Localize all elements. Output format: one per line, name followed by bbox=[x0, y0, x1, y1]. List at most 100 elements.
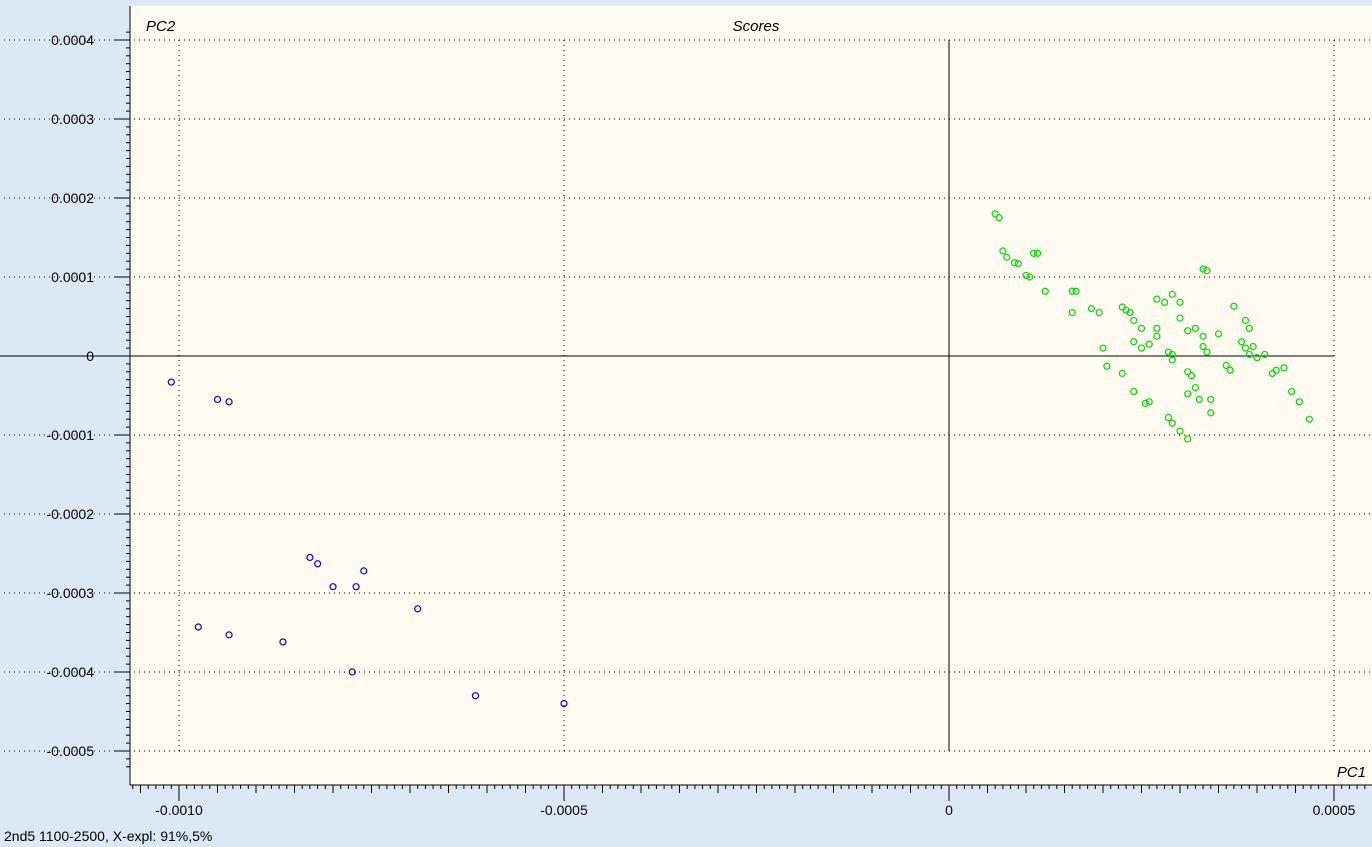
data-point bbox=[1072, 287, 1080, 295]
data-point bbox=[1141, 399, 1149, 407]
plot-background bbox=[130, 6, 1372, 785]
data-point bbox=[1099, 344, 1107, 352]
data-point bbox=[360, 567, 368, 575]
data-point bbox=[1137, 324, 1146, 332]
data-point bbox=[279, 638, 287, 646]
y-tick-label: -0.0002 bbox=[47, 506, 95, 522]
data-point bbox=[1153, 295, 1161, 303]
data-point bbox=[1145, 398, 1153, 406]
data-point bbox=[1130, 387, 1138, 396]
data-point bbox=[1095, 308, 1103, 317]
data-point bbox=[991, 210, 999, 218]
data-point bbox=[1176, 427, 1184, 435]
data-point bbox=[1272, 366, 1280, 374]
data-point bbox=[1068, 287, 1076, 295]
data-point bbox=[194, 623, 202, 631]
x-axis-label: PC1 bbox=[1337, 764, 1366, 781]
data-point bbox=[1168, 290, 1176, 298]
data-point bbox=[1003, 253, 1011, 261]
data-point bbox=[306, 553, 314, 562]
data-point bbox=[1191, 324, 1200, 332]
data-point bbox=[1237, 338, 1246, 346]
data-point bbox=[1222, 361, 1230, 370]
data-point bbox=[1153, 324, 1161, 332]
data-point bbox=[1026, 273, 1034, 281]
data-point bbox=[1137, 344, 1146, 352]
data-point bbox=[1203, 348, 1211, 356]
data-point bbox=[1184, 368, 1192, 376]
data-point bbox=[1230, 302, 1238, 310]
data-point bbox=[995, 214, 1003, 222]
data-point bbox=[314, 560, 322, 568]
x-tick-label: 0 bbox=[945, 802, 953, 818]
data-point bbox=[213, 395, 222, 404]
data-point bbox=[1199, 332, 1207, 340]
data-point bbox=[1118, 369, 1126, 377]
y-tick-label: 0.0004 bbox=[51, 32, 94, 48]
data-point bbox=[1249, 342, 1257, 351]
data-point bbox=[1207, 409, 1215, 417]
y-tick-label: 0.0002 bbox=[51, 190, 94, 206]
data-point bbox=[1103, 362, 1111, 370]
data-point bbox=[1214, 330, 1223, 338]
data-point bbox=[1184, 435, 1192, 443]
y-tick-label: 0.0003 bbox=[51, 111, 94, 127]
data-point bbox=[471, 692, 480, 700]
data-point bbox=[1199, 342, 1207, 351]
axes bbox=[0, 6, 1372, 801]
data-point bbox=[560, 699, 568, 708]
data-point bbox=[1191, 384, 1200, 392]
data-point bbox=[1033, 249, 1042, 257]
data-point bbox=[1261, 350, 1269, 359]
chart-title: Scores bbox=[733, 18, 780, 35]
data-point bbox=[1245, 350, 1253, 359]
data-point bbox=[1253, 353, 1261, 362]
data-point bbox=[999, 247, 1007, 255]
data-point bbox=[1280, 364, 1288, 372]
data-point bbox=[1176, 298, 1184, 306]
data-point bbox=[1241, 316, 1250, 325]
y-tick-label: -0.0003 bbox=[47, 585, 95, 601]
data-point bbox=[1041, 287, 1049, 295]
data-point bbox=[1295, 398, 1303, 406]
x-tick-label: 0.0005 bbox=[1313, 802, 1356, 818]
data-point bbox=[329, 583, 337, 591]
data-point bbox=[1241, 344, 1250, 352]
data-point bbox=[348, 668, 356, 676]
data-points bbox=[167, 210, 1313, 708]
data-point bbox=[1126, 308, 1134, 317]
data-point bbox=[1068, 308, 1076, 317]
data-point bbox=[1226, 366, 1234, 374]
data-point bbox=[1010, 259, 1019, 267]
data-point bbox=[352, 583, 360, 591]
data-point bbox=[1288, 387, 1296, 396]
data-point bbox=[1130, 338, 1138, 346]
data-point bbox=[1168, 419, 1176, 427]
data-point bbox=[1245, 324, 1253, 332]
data-point bbox=[1176, 314, 1184, 322]
data-point bbox=[1184, 390, 1192, 398]
data-point bbox=[1153, 332, 1161, 340]
y-tick-label: 0.0001 bbox=[51, 269, 94, 285]
data-point bbox=[167, 378, 175, 386]
data-point bbox=[1207, 395, 1215, 404]
x-tick-label: -0.0010 bbox=[155, 802, 203, 818]
y-tick-label: -0.0004 bbox=[47, 664, 95, 680]
data-point bbox=[1187, 372, 1196, 380]
data-point bbox=[1087, 305, 1096, 313]
data-point bbox=[1164, 414, 1173, 422]
y-axis-label: PC2 bbox=[146, 18, 176, 35]
data-point bbox=[414, 605, 422, 613]
data-point bbox=[1203, 267, 1211, 275]
grid-lines bbox=[0, 39, 1372, 752]
data-point bbox=[1184, 327, 1192, 335]
data-point bbox=[225, 398, 233, 406]
data-point bbox=[1145, 340, 1153, 348]
tick-labels: 0.0004 0.0003 0.0002 0.0001 0 -0.0001 -0.0002 -… bbox=[47, 32, 1356, 818]
x-tick-label: -0.0005 bbox=[540, 802, 588, 818]
data-point bbox=[1130, 316, 1138, 325]
data-point bbox=[1160, 298, 1169, 306]
data-point bbox=[225, 631, 233, 639]
data-point bbox=[1030, 249, 1038, 257]
